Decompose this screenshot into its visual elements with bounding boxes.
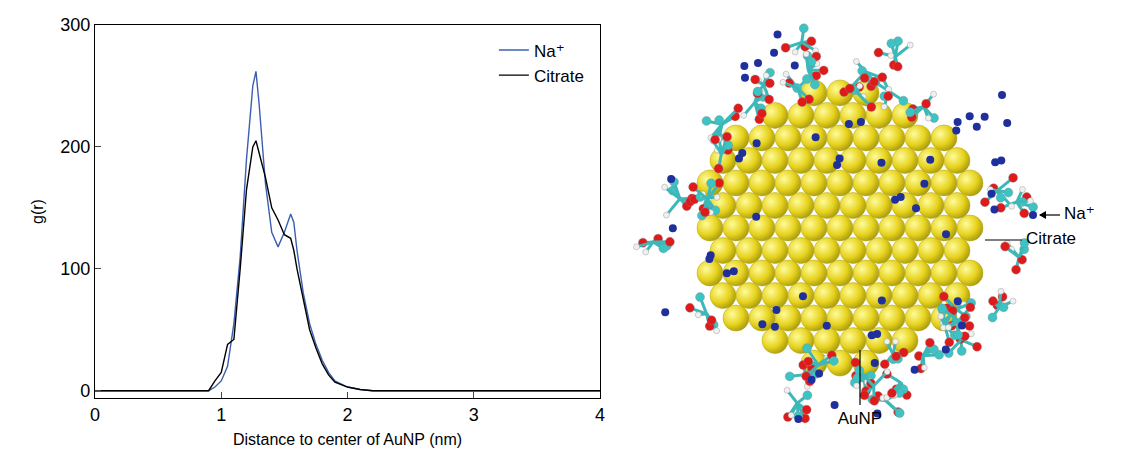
svg-text:2: 2 bbox=[342, 405, 352, 425]
svg-text:g(r): g(r) bbox=[29, 199, 46, 224]
svg-text:4: 4 bbox=[595, 405, 605, 425]
svg-text:Na⁺: Na⁺ bbox=[1064, 204, 1095, 223]
svg-text:0: 0 bbox=[80, 381, 90, 401]
svg-text:300: 300 bbox=[60, 15, 90, 35]
svg-text:Citrate: Citrate bbox=[534, 67, 584, 86]
svg-text:100: 100 bbox=[60, 259, 90, 279]
svg-text:Citrate: Citrate bbox=[1026, 229, 1076, 248]
svg-text:0: 0 bbox=[90, 405, 100, 425]
svg-text:1: 1 bbox=[216, 405, 226, 425]
svg-text:Na⁺: Na⁺ bbox=[534, 42, 565, 61]
svg-text:AuNP: AuNP bbox=[838, 409, 882, 428]
svg-text:200: 200 bbox=[60, 137, 90, 157]
svg-text:3: 3 bbox=[469, 405, 479, 425]
svg-text:Distance to center of AuNP (nm: Distance to center of AuNP (nm) bbox=[233, 431, 462, 448]
